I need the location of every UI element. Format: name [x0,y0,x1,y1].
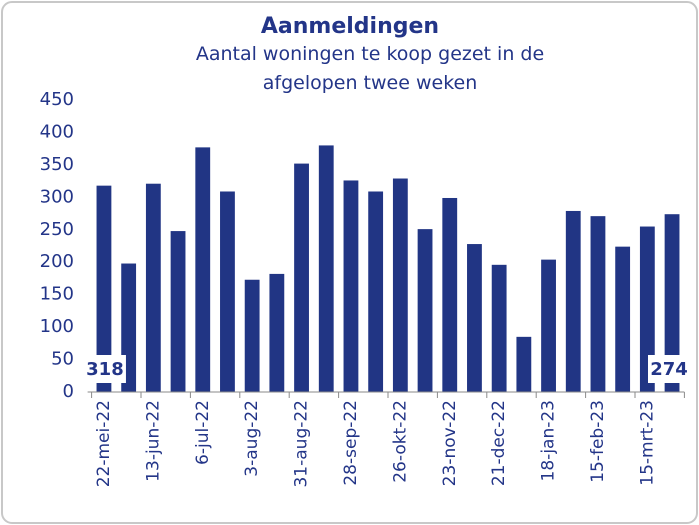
data-label: 274 [650,359,688,380]
y-tick-label: 400 [40,121,74,142]
x-tick-label: 3-aug-22 [242,400,262,477]
x-tick-label: 18-jan-23 [539,400,559,481]
bar [343,180,359,392]
x-tick-label: 15-mrt-23 [637,400,657,486]
x-tick-label: 15-feb-23 [588,400,608,483]
x-tick-label: 21-dec-22 [489,400,509,486]
bar [491,264,507,392]
bar [541,259,556,392]
bar [664,214,680,392]
data-label: 318 [86,359,124,380]
bar [392,178,408,392]
data-label-box [648,355,690,383]
x-tick-label: 22-mei-22 [94,400,114,487]
bar [244,279,260,392]
bar [294,163,309,392]
subtitle-line: Aantal woningen te koop gezet in de [196,43,544,65]
bar [318,145,334,392]
bar [220,191,235,392]
subtitle-line: afgelopen twee weken [263,72,478,94]
bar [467,244,482,392]
bar [615,246,631,392]
y-tick-label: 150 [40,284,74,305]
bar [170,231,186,392]
bar [417,229,433,392]
x-tick-label: 6-jul-22 [193,400,213,465]
bar [368,191,384,392]
x-tick-label: 23-nov-22 [440,400,460,486]
data-label-box [83,355,126,383]
y-tick-label: 300 [40,186,74,207]
bar [442,197,458,392]
bar [145,183,161,392]
y-tick-label: 250 [40,219,74,240]
y-tick-label: 0 [63,381,74,402]
y-tick-label: 350 [40,154,74,175]
bar [269,273,285,392]
bar [96,185,112,392]
bar [195,147,211,392]
y-tick-label: 100 [40,316,74,337]
x-tick-label: 28-sep-22 [341,400,361,486]
chart-subtitle: Aantal woningen te koop gezet in de afgel… [196,43,544,94]
y-tick-label: 50 [51,349,74,370]
y-tick-label: 200 [40,251,74,272]
x-tick-label: 13-jun-22 [143,400,163,482]
x-tick-label: 26-okt-22 [390,400,410,483]
bar [565,210,581,392]
x-tick-label: 31-aug-22 [292,400,312,488]
bar [516,336,532,392]
bar [590,216,606,392]
chart-title: Aanmeldingen [261,14,439,39]
y-tick-label: 450 [40,89,74,110]
bar [639,226,655,392]
